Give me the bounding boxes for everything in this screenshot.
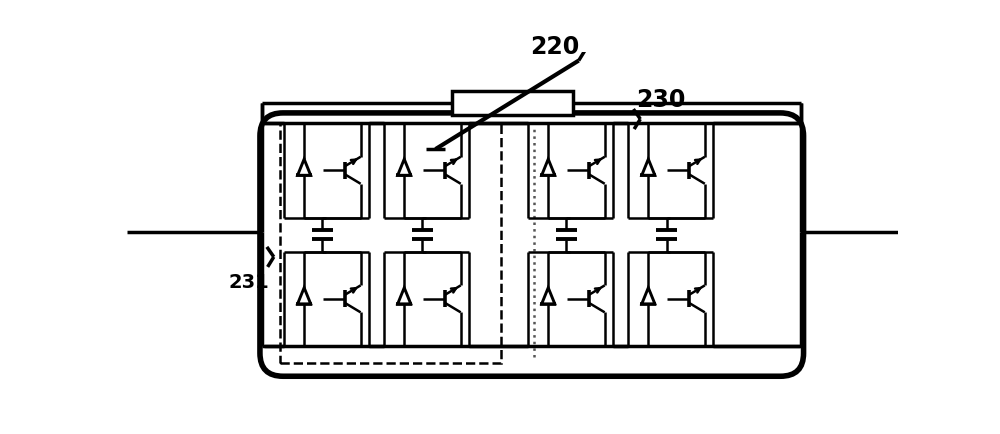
Bar [280, 123, 501, 363]
Text: 230: 230 [636, 88, 685, 112]
Text: 220: 220 [530, 36, 579, 59]
Polygon shape [542, 159, 555, 175]
Polygon shape [642, 159, 655, 175]
Polygon shape [398, 159, 411, 175]
Polygon shape [542, 288, 555, 304]
Polygon shape [642, 288, 655, 304]
Polygon shape [298, 159, 311, 175]
Bar [452, 91, 573, 115]
Text: 231: 231 [229, 273, 270, 292]
Polygon shape [298, 288, 311, 304]
Polygon shape [398, 288, 411, 304]
